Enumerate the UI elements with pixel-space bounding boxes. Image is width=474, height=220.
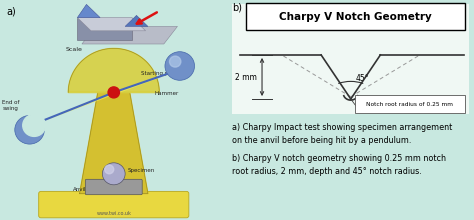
Polygon shape bbox=[36, 70, 177, 123]
Circle shape bbox=[15, 116, 45, 144]
Text: Starting position: Starting position bbox=[141, 71, 187, 76]
FancyBboxPatch shape bbox=[355, 95, 465, 113]
Text: Specimen: Specimen bbox=[128, 168, 155, 173]
FancyBboxPatch shape bbox=[2, 2, 225, 218]
Text: a): a) bbox=[7, 7, 17, 16]
Circle shape bbox=[165, 52, 194, 80]
Text: Charpy V Notch Geometry: Charpy V Notch Geometry bbox=[279, 11, 432, 22]
Polygon shape bbox=[77, 18, 146, 31]
Polygon shape bbox=[77, 18, 132, 40]
Text: 2 mm: 2 mm bbox=[235, 73, 257, 81]
Text: root radius, 2 mm, depth and 45° notch radius.: root radius, 2 mm, depth and 45° notch r… bbox=[232, 167, 422, 176]
Text: Hammer: Hammer bbox=[155, 91, 179, 96]
Polygon shape bbox=[80, 92, 148, 194]
FancyBboxPatch shape bbox=[85, 179, 142, 195]
Text: b) Charpy V notch geometry showing 0.25 mm notch: b) Charpy V notch geometry showing 0.25 … bbox=[232, 154, 447, 163]
FancyBboxPatch shape bbox=[232, 4, 469, 114]
Polygon shape bbox=[77, 4, 100, 18]
Text: End of
swing: End of swing bbox=[2, 100, 20, 111]
Text: Anvil: Anvil bbox=[73, 187, 86, 192]
Circle shape bbox=[102, 163, 125, 185]
Circle shape bbox=[170, 56, 181, 67]
Text: b): b) bbox=[232, 2, 242, 12]
Polygon shape bbox=[82, 26, 177, 44]
FancyBboxPatch shape bbox=[246, 3, 465, 30]
Text: 45°: 45° bbox=[356, 74, 369, 83]
Circle shape bbox=[23, 114, 46, 136]
Text: Notch root radius of 0.25 mm: Notch root radius of 0.25 mm bbox=[366, 102, 454, 107]
Text: www.twi.co.uk: www.twi.co.uk bbox=[96, 211, 131, 216]
Polygon shape bbox=[125, 15, 148, 26]
FancyBboxPatch shape bbox=[39, 191, 189, 218]
Polygon shape bbox=[68, 48, 159, 92]
Text: on the anvil before being hit by a pendulum.: on the anvil before being hit by a pendu… bbox=[232, 136, 412, 145]
Circle shape bbox=[108, 87, 119, 98]
Text: Scale: Scale bbox=[66, 47, 83, 52]
Circle shape bbox=[105, 165, 114, 174]
Text: a) Charpy Impact test showing specimen arrangement: a) Charpy Impact test showing specimen a… bbox=[232, 123, 453, 132]
